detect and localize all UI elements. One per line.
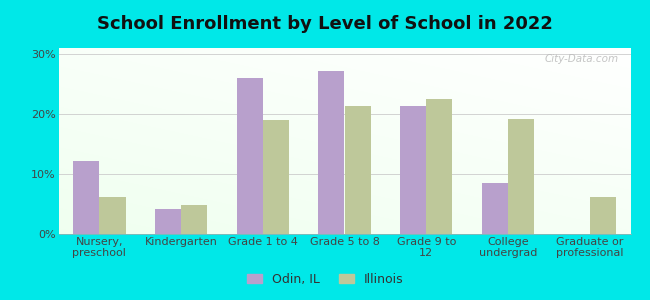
Bar [508, 119, 534, 234]
Bar [181, 205, 207, 234]
Text: School Enrollment by Level of School in 2022: School Enrollment by Level of School in … [97, 15, 553, 33]
Bar [426, 99, 452, 234]
Bar [99, 197, 125, 234]
Bar [263, 120, 289, 234]
Bar [482, 183, 508, 234]
Bar [155, 209, 181, 234]
Bar [400, 106, 426, 234]
Bar [237, 78, 263, 234]
Bar [344, 106, 370, 234]
Text: City-Data.com: City-Data.com [545, 54, 619, 64]
Legend: Odin, IL, Illinois: Odin, IL, Illinois [242, 268, 408, 291]
Bar [73, 161, 99, 234]
Bar [318, 71, 344, 234]
Bar [590, 197, 616, 234]
